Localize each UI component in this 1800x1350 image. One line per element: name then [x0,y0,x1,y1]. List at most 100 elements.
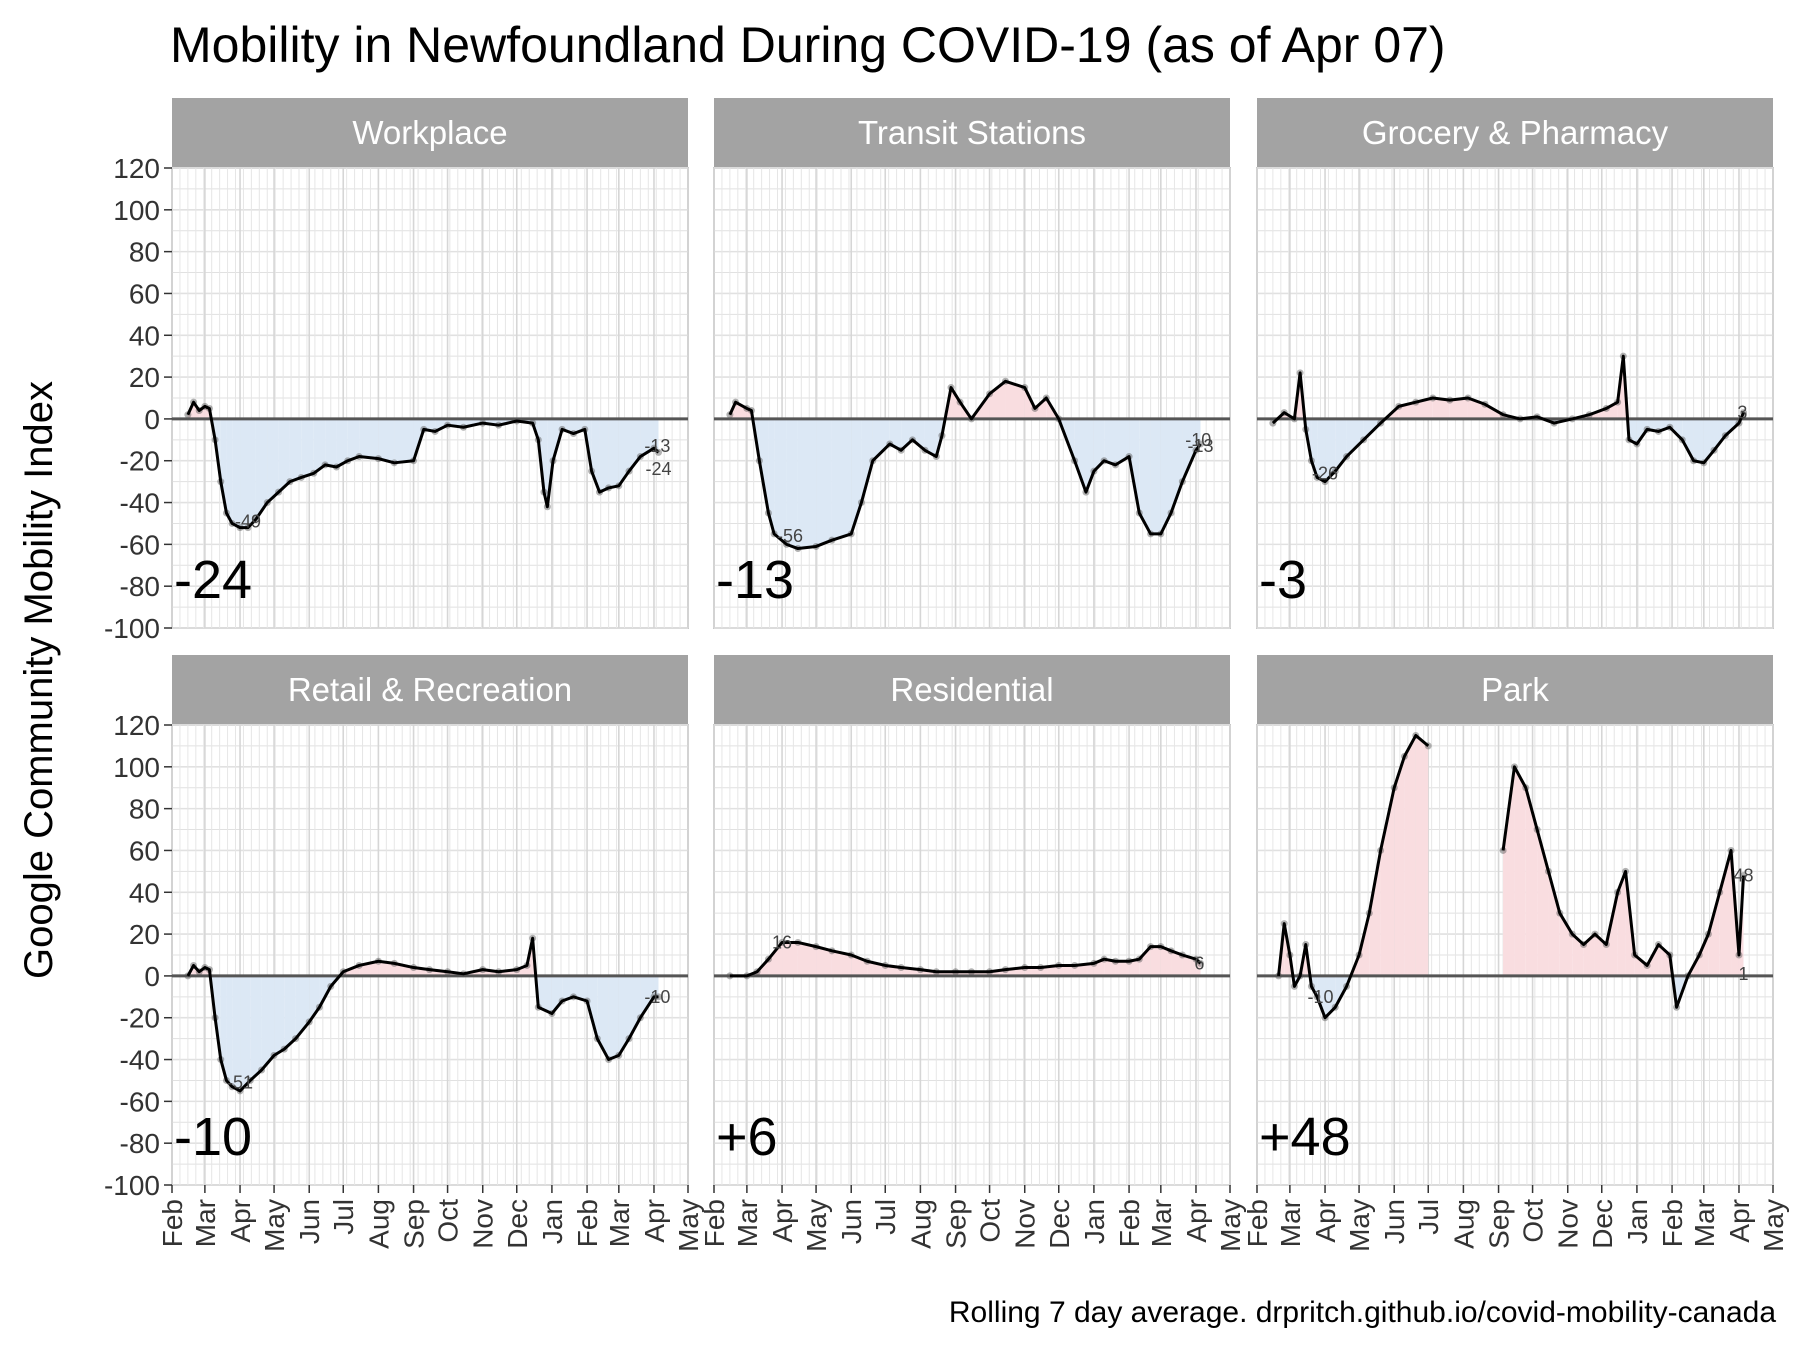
area-fill [851,418,862,534]
data-label: 48 [1733,866,1753,886]
x-tick-label: Feb [572,1199,603,1247]
area-fill [1129,418,1140,513]
area-fill [1432,398,1450,419]
y-axis-label: Google Community Mobility Index [17,381,61,979]
x-tick-label: Dec [1044,1199,1075,1249]
x-tick-label: May [259,1199,290,1252]
area-fill [1182,955,1196,976]
area-fill [1104,959,1116,976]
area-fill [232,975,241,1091]
data-label: 1 [1739,964,1749,984]
area-fill [1617,871,1626,976]
x-tick-label: Mar [1146,1199,1177,1247]
y-tick-label: 40 [129,877,160,908]
area-fill [653,975,659,997]
area-fill [1628,418,1637,444]
x-tick-label: Mar [1275,1199,1306,1247]
y-tick-label: 80 [129,237,160,268]
x-tick-label: Jul [1413,1199,1444,1235]
x-tick-label: Jun [1379,1199,1410,1244]
area-fill [599,418,609,493]
area-fill [1024,967,1041,976]
area-fill [831,418,852,541]
current-value: -10 [174,1107,252,1167]
area-fill [1606,892,1618,976]
x-tick-label: May [673,1199,704,1252]
data-label: -51 [227,1073,253,1093]
y-tick-label: 80 [129,794,160,825]
area-fill [1559,913,1573,976]
x-tick-label: May [1344,1199,1375,1252]
area-fill [1005,381,1025,419]
area-fill [1404,735,1416,976]
x-tick-label: Jul [328,1199,359,1235]
y-tick-label: 0 [144,404,160,435]
area-fill [1548,871,1560,976]
area-fill [1572,934,1584,976]
x-tick-label: Mar [1689,1199,1720,1247]
area-fill [347,418,360,461]
area-fill [1634,955,1648,976]
x-tick-label: Aug [1448,1199,1479,1249]
panel-strip [714,655,1230,725]
x-tick-label: Nov [468,1199,499,1249]
area-fill [1708,892,1720,976]
y-tick-label: 60 [129,278,160,309]
area-fill [912,418,925,451]
data-label: -10 [1185,430,1211,450]
series-line [1271,354,1745,484]
y-tick-label: -40 [120,488,160,519]
area-fill [378,961,395,976]
panel-title: Retail & Recreation [288,671,572,708]
area-fill [735,402,747,419]
area-fill [1525,787,1538,976]
series-line [186,400,660,530]
y-tick-label: -40 [120,1045,160,1076]
x-tick-label: Dec [502,1199,533,1249]
area-fill [1594,934,1607,976]
x-tick-label: Jun [836,1199,867,1244]
area-fill [378,418,395,463]
area-fill [768,418,775,534]
panel-strip [1257,655,1773,725]
x-tick-label: Oct [1518,1199,1549,1243]
x-tick-label: Feb [1114,1199,1145,1247]
x-tick-label: Sep [941,1199,972,1249]
data-label: 6 [1194,953,1204,973]
area-fill [1369,850,1381,976]
panel-grid [171,167,689,629]
panel-strip [1257,98,1773,168]
area-fill [587,975,598,1039]
area-fill [250,975,262,1081]
x-tick-label: Jan [1079,1199,1110,1244]
area-fill [325,418,337,467]
x-tick-label: Nov [1010,1199,1041,1249]
current-value: -13 [716,550,794,610]
area-fill [924,418,937,457]
area-fill [278,418,290,493]
y-tick-label: 120 [113,710,160,741]
area-fill [255,418,268,520]
area-fill [872,418,890,461]
area-fill [782,942,798,976]
area-fill [1699,934,1709,976]
area-fill [816,946,832,976]
area-fill [1058,965,1075,976]
y-tick-label: 60 [129,835,160,866]
area-fill [1160,418,1172,534]
area-fill [1325,975,1336,1018]
area-fill [1160,946,1172,976]
chart-title: Mobility in Newfoundland During COVID-19… [170,17,1446,73]
area-fill [786,418,798,549]
area-fill [220,975,227,1081]
y-tick-label: -80 [120,571,160,602]
data-label: -10 [1307,987,1333,1007]
x-tick-label: Feb [157,1199,188,1247]
x-tick-label: Jan [1622,1199,1653,1244]
x-tick-label: May [1215,1199,1246,1252]
y-tick-label: 100 [113,752,160,783]
y-tick-label: 100 [113,195,160,226]
panel-title: Park [1481,671,1549,708]
x-tick-label: Aug [363,1199,394,1249]
